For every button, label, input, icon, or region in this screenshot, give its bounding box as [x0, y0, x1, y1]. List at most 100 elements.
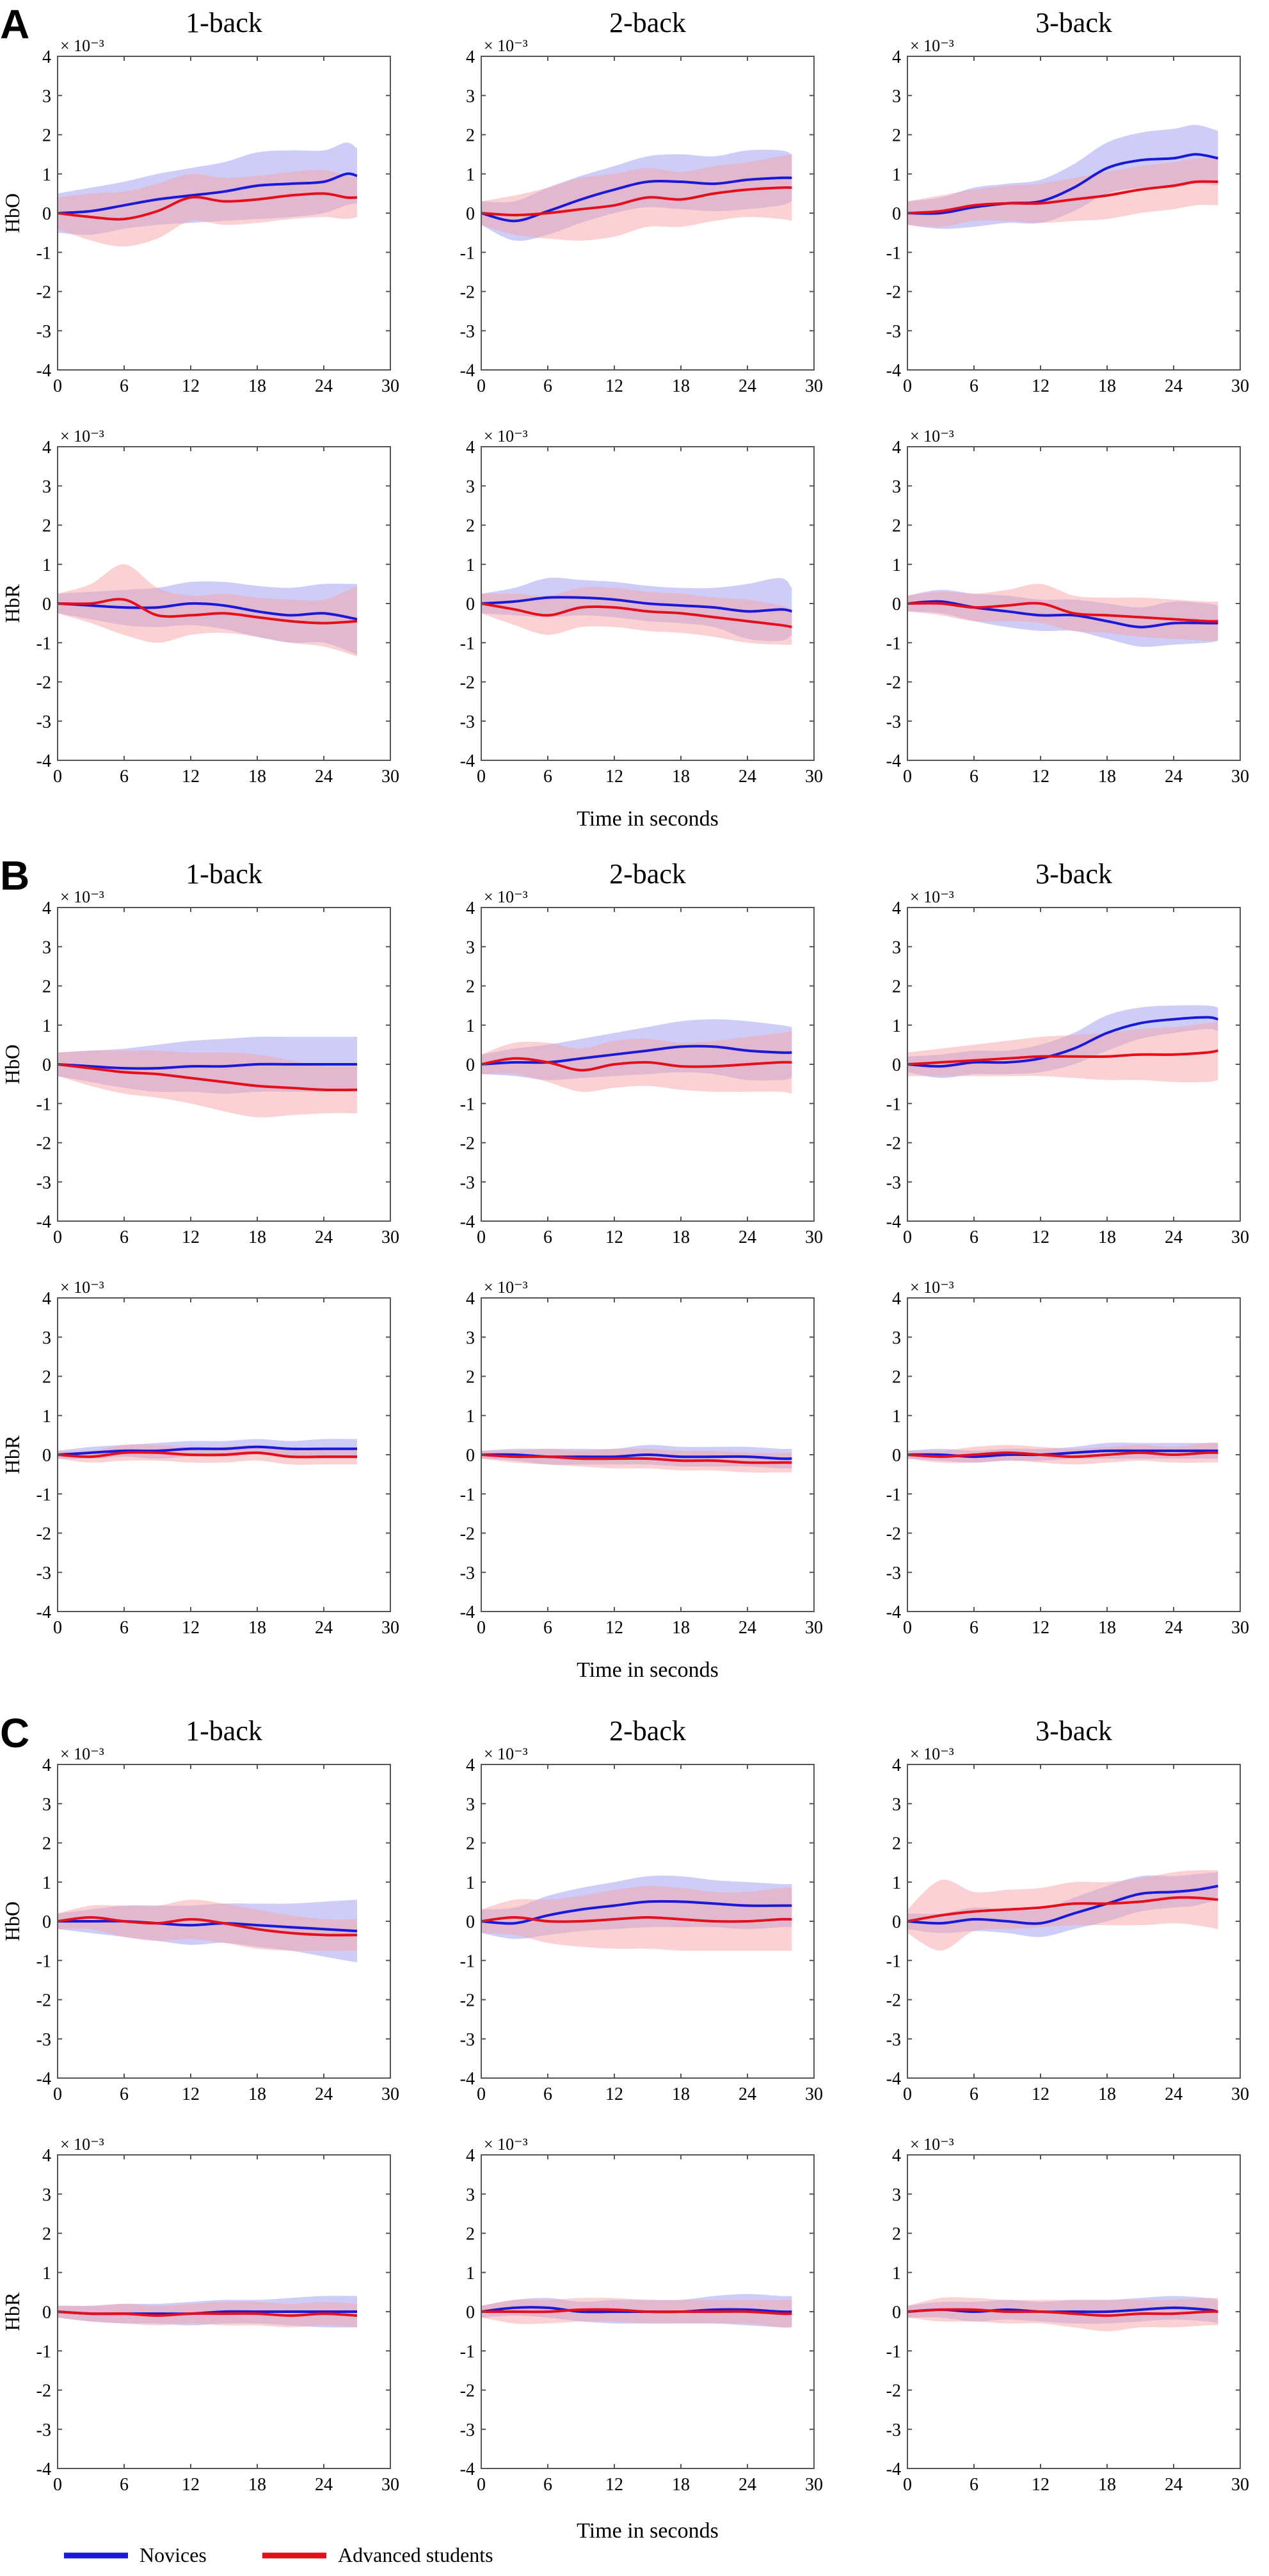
column-title-b-hbo-2back: 2-back [609, 858, 686, 890]
y-tick-label: -2 [36, 1524, 51, 1544]
line-advanced-b-hbr-3back [907, 1451, 1218, 1459]
y-tick-label: -3 [36, 712, 51, 732]
y-tick-label: -3 [886, 322, 901, 342]
column-title-b-hbo-3back: 3-back [1035, 858, 1112, 890]
band-advanced-c-hbo-3back [907, 1870, 1218, 1951]
line-novices-a-hbr-2back [481, 596, 792, 613]
y-tick-label: -3 [886, 2030, 901, 2050]
y-tick-label: 2 [42, 977, 51, 997]
x-tick-label: 24 [315, 767, 333, 787]
x-tick-label: 30 [381, 2084, 399, 2104]
x-tick-label: 18 [672, 2084, 690, 2104]
x-tick-label: 18 [1098, 2084, 1116, 2104]
x-tick-label: 24 [315, 2084, 333, 2104]
y-tick-label: -4 [886, 2460, 901, 2479]
band-advanced-c-hbr-3back [907, 2297, 1218, 2332]
x-tick-label: 12 [182, 1228, 200, 1247]
y-tick-label: 1 [892, 1407, 901, 1427]
x-tick-label: 30 [805, 1228, 823, 1247]
exponent-label: × 10⁻³ [60, 36, 104, 55]
y-tick-label: 3 [42, 86, 51, 106]
y-tick-label: -3 [460, 322, 475, 342]
x-tick-label: 30 [805, 1618, 823, 1638]
x-tick-label: 6 [543, 1618, 552, 1638]
line-advanced-b-hbr-2back [481, 1453, 792, 1464]
x-tick-label: 12 [1032, 767, 1050, 787]
line-novices-b-hbo-2back [481, 1044, 792, 1066]
line-novices-c-hbo-1back [58, 1919, 358, 1933]
y-tick-label: -4 [886, 751, 901, 771]
x-tick-label: 12 [182, 1618, 200, 1638]
exponent-label: × 10⁻³ [60, 888, 104, 906]
y-tick-label: 3 [466, 2185, 475, 2205]
x-tick-label: 18 [1098, 767, 1116, 787]
y-tick-label: 0 [466, 1912, 475, 1932]
panel-label-b: B [0, 852, 29, 899]
line-novices-b-hbo-3back [907, 1016, 1218, 1068]
y-tick-label: 1 [42, 1407, 51, 1427]
exponent-label: × 10⁻³ [910, 1278, 954, 1297]
x-tick-label: 0 [53, 2475, 62, 2495]
y-tick-label: 3 [466, 86, 475, 106]
y-tick-label: 1 [892, 556, 901, 575]
y-tick-label: 0 [892, 595, 901, 614]
line-advanced-c-hbr-1back [57, 2310, 358, 2317]
y-tick-label: 2 [466, 126, 475, 146]
exponent-label: × 10⁻³ [484, 1745, 528, 1763]
y-tick-label: -2 [460, 673, 475, 693]
x-tick-label: 12 [605, 2475, 623, 2495]
exponent-label: × 10⁻³ [60, 427, 104, 445]
y-tick-label: 3 [892, 1795, 901, 1814]
y-tick-label: -2 [36, 673, 51, 693]
x-tick-label: 24 [738, 767, 756, 787]
exponent-label: × 10⁻³ [484, 36, 528, 55]
y-tick-label: 3 [892, 86, 901, 106]
x-tick-label: 6 [120, 376, 129, 396]
y-tick-label: -3 [886, 1564, 901, 1583]
line-advanced-b-hbr-1back [57, 1451, 357, 1459]
row-label-hbr: HbR [1, 2292, 24, 2331]
y-tick-label: 2 [892, 516, 901, 536]
x-tick-label: 6 [120, 1228, 129, 1247]
y-tick-label: 4 [892, 1756, 901, 1775]
y-tick-label: 2 [42, 126, 51, 146]
x-tick-label: 12 [182, 2084, 200, 2104]
y-tick-label: -2 [886, 1134, 901, 1154]
column-title-c-hbo-3back: 3-back [1035, 1715, 1112, 1747]
y-tick-label: -4 [36, 751, 51, 771]
y-tick-label: 1 [42, 1873, 51, 1893]
y-tick-label: -3 [36, 2030, 51, 2050]
y-tick-label: -1 [460, 1951, 475, 1971]
x-tick-label: 12 [605, 1228, 623, 1247]
y-tick-label: -1 [460, 1485, 475, 1505]
x-tick-label: 18 [1098, 376, 1116, 396]
x-tick-label: 24 [1165, 767, 1183, 787]
y-tick-label: -3 [36, 1173, 51, 1193]
x-tick-label: 18 [672, 1618, 690, 1638]
y-tick-label: 4 [892, 47, 901, 67]
y-tick-label: 1 [892, 2264, 901, 2284]
y-tick-label: 0 [466, 1055, 475, 1075]
x-tick-label: 24 [1165, 1618, 1183, 1638]
x-tick-label: 6 [543, 2084, 552, 2104]
line-novices-a-hbo-1back [57, 172, 358, 214]
x-tick-label: 0 [53, 1618, 62, 1638]
x-tick-label: 24 [315, 2475, 333, 2495]
y-tick-label: -3 [460, 1173, 475, 1193]
x-axis-label: Time in seconds [577, 807, 719, 831]
y-tick-label: -2 [460, 1134, 475, 1154]
x-tick-label: 30 [805, 767, 823, 787]
x-tick-label: 24 [738, 2475, 756, 2495]
y-tick-label: -4 [36, 2460, 51, 2479]
line-advanced-a-hbo-1back [57, 192, 358, 221]
y-tick-label: 2 [42, 2225, 51, 2244]
x-tick-label: 24 [1165, 1228, 1183, 1247]
exponent-label: × 10⁻³ [910, 36, 954, 55]
y-tick-label: -4 [886, 1603, 901, 1622]
band-advanced-a-hbr-2back [481, 587, 792, 645]
y-tick-label: 2 [42, 1368, 51, 1388]
line-advanced-a-hbo-3back [907, 180, 1218, 214]
y-tick-label: 1 [466, 165, 475, 185]
y-tick-label: -1 [886, 1094, 901, 1114]
line-advanced-b-hbo-2back [481, 1057, 792, 1072]
